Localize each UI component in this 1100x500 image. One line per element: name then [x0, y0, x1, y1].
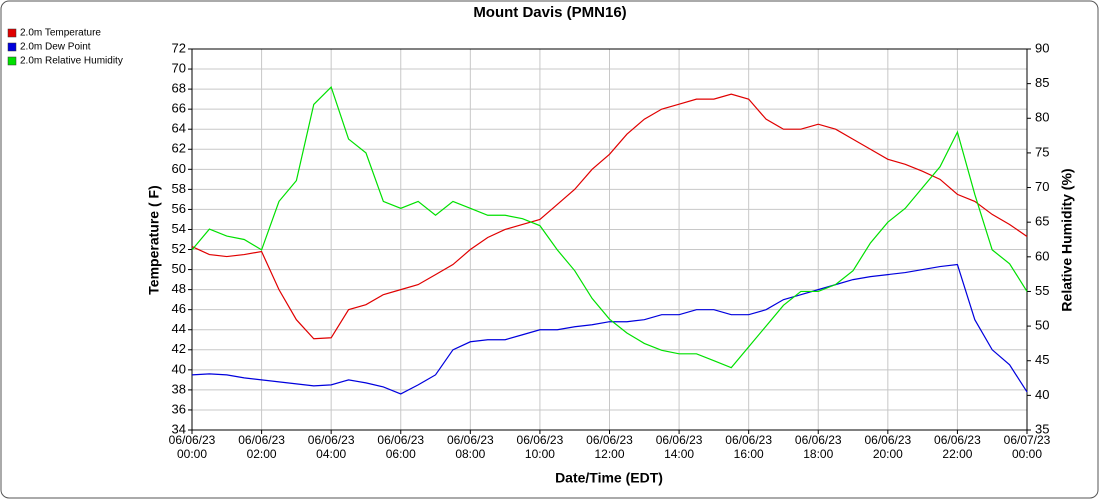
y-tick-label: 36 — [172, 401, 186, 416]
y-tick-label: 72 — [172, 40, 186, 55]
y-tick-label: 46 — [172, 301, 186, 316]
y-tick-label: 44 — [172, 321, 186, 336]
x-tick-label: 06/06/23 18:00 — [794, 433, 842, 461]
y-tick-label: 62 — [172, 141, 186, 156]
y-tick-label: 52 — [172, 241, 186, 256]
plot-border — [191, 48, 1028, 431]
y2-tick-label: 60 — [1035, 248, 1049, 263]
x-tick-label: 06/07/23 00:00 — [1003, 433, 1051, 461]
y-tick-label: 48 — [172, 281, 186, 296]
y2-tick-label: 40 — [1035, 387, 1049, 402]
legend-label: 2.0m Relative Humidity — [20, 56, 123, 67]
y-tick-label: 66 — [172, 101, 186, 116]
x-tick-label: 06/06/23 02:00 — [238, 433, 285, 461]
legend-label: 2.0m Dew Point — [20, 42, 91, 53]
x-tick-label: 06/06/23 10:00 — [516, 433, 564, 461]
y-tick-label: 54 — [172, 221, 186, 236]
x-tick-label: 06/06/23 08:00 — [446, 433, 494, 461]
y2-tick-label: 35 — [1035, 421, 1049, 436]
x-tick-label: 06/06/23 14:00 — [655, 433, 703, 461]
y-tick-label: 38 — [172, 381, 186, 396]
y-tick-label: 60 — [172, 161, 186, 176]
x-tick-label: 06/06/23 04:00 — [307, 433, 355, 461]
y2-tick-label: 75 — [1035, 144, 1049, 159]
y-tick-label: 42 — [172, 341, 186, 356]
x-tick-label: 06/06/23 00:00 — [168, 433, 216, 461]
legend-swatch — [7, 42, 17, 52]
legend-swatch — [7, 28, 17, 38]
series-line — [191, 85, 1028, 369]
y-tick-label: 58 — [172, 181, 186, 196]
y-tick-label: 56 — [172, 201, 186, 216]
legend-swatch — [7, 56, 17, 66]
y2-tick-label: 85 — [1035, 75, 1049, 90]
series-line — [191, 263, 1028, 395]
y2-tick-label: 50 — [1035, 318, 1049, 333]
y2-tick-label: 80 — [1035, 110, 1049, 125]
chart-title: Mount Davis (PMN16) — [473, 4, 626, 21]
y2-axis-label: Relative Humidity (%) — [1059, 168, 1075, 311]
x-tick-label: 06/06/23 22:00 — [934, 433, 981, 461]
y-tick-label: 70 — [172, 60, 186, 75]
y2-tick-label: 90 — [1035, 40, 1049, 55]
x-axis-label: Date/Time (EDT) — [555, 470, 663, 486]
y-tick-label: 64 — [172, 121, 186, 136]
x-tick-label: 06/06/23 16:00 — [725, 433, 773, 461]
y2-tick-label: 55 — [1035, 283, 1049, 298]
y-tick-label: 50 — [172, 261, 186, 276]
legend-label: 2.0m Temperature — [20, 28, 101, 39]
x-tick-label: 06/06/23 20:00 — [864, 433, 912, 461]
y-tick-label: 40 — [172, 361, 186, 376]
x-tick-label: 06/06/23 06:00 — [377, 433, 425, 461]
x-tick-label: 06/06/23 12:00 — [586, 433, 633, 461]
y-tick-label: 68 — [172, 81, 186, 96]
y-axis-label: Temperature ( F) — [146, 185, 162, 294]
y2-tick-label: 70 — [1035, 179, 1049, 194]
y-tick-label: 34 — [172, 421, 186, 436]
y2-tick-label: 45 — [1035, 352, 1049, 367]
y2-tick-label: 65 — [1035, 214, 1049, 229]
series-line — [191, 93, 1028, 340]
